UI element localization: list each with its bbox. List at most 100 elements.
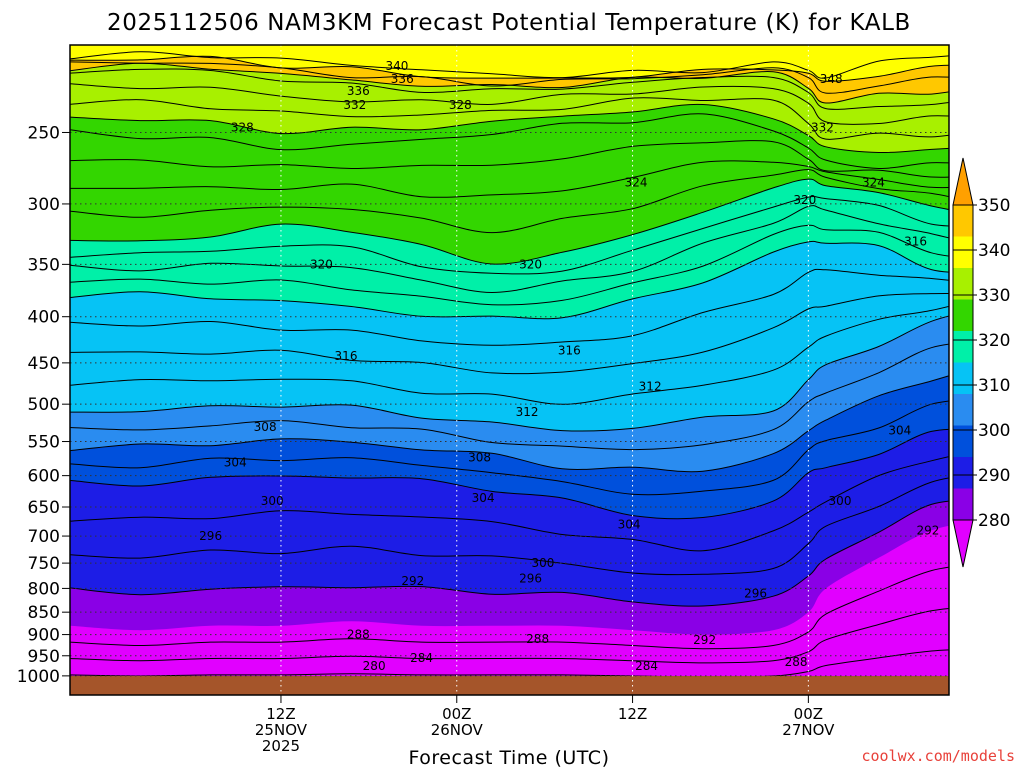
contour-line-8 (70, 113, 949, 170)
y-tick-label-300: 300 (28, 195, 60, 215)
contour-line-6 (70, 97, 949, 140)
contour-label-29: 296 (519, 571, 542, 585)
contour-label-5: 328 (449, 98, 472, 112)
isentrope-contours (70, 51, 949, 678)
contour-line-low-1 (70, 607, 949, 664)
contour-line-16 (70, 240, 949, 320)
contour-label-13: 320 (519, 257, 542, 271)
contour-label-2: 348 (820, 72, 843, 86)
y-axis: 250 300 350 400 450 500 550 600 650 700 750 800 850 9… (17, 123, 70, 687)
contour-label-11: 316 (904, 234, 927, 248)
x-tick-label-36-0: 00Z (794, 705, 823, 723)
band-9 (70, 525, 949, 695)
colorbar-label-350: 350 (978, 196, 1010, 216)
y-tick-label-700: 700 (28, 527, 60, 547)
colorbar-label-330: 330 (978, 286, 1010, 306)
contour-line-10 (70, 160, 949, 198)
contour-line-11 (70, 169, 949, 234)
contour-line-12 (70, 178, 949, 265)
credit-text: coolwx.com/models (861, 747, 1015, 765)
x-tick-label-26-0: 12Z (618, 705, 647, 723)
contour-line-25 (70, 456, 949, 552)
contour-label-10: 324 (862, 175, 885, 189)
contour-label-8: 324 (625, 175, 648, 189)
contour-line-4 (70, 68, 949, 110)
contour-label-25: 304 (618, 518, 641, 532)
y-tick-label-650: 650 (28, 498, 60, 518)
contour-line-27 (70, 500, 949, 607)
contour-label-9: 320 (793, 193, 816, 207)
colorbar-label-310: 310 (978, 376, 1010, 396)
y-tick-label-950: 950 (28, 647, 60, 667)
contour-label-6: 328 (231, 121, 254, 135)
colorbar-segment-4 (953, 331, 973, 363)
contour-line-5 (70, 83, 949, 125)
contour-line-9 (70, 140, 949, 178)
contour-line-13 (70, 196, 949, 275)
y-tick-label-250: 250 (28, 123, 60, 143)
contour-label-19: 304 (888, 424, 911, 438)
contour-label-7: 332 (811, 121, 834, 135)
colorbar-label-340: 340 (978, 241, 1010, 261)
colorbar-label-280: 280 (978, 511, 1010, 531)
contour-line-2 (70, 61, 949, 94)
ground-surface (70, 676, 949, 695)
y-tick-label-500: 500 (28, 395, 60, 415)
contour-label-21: 304 (224, 455, 247, 469)
contour-line-low-2 (70, 649, 949, 678)
colorbar-label-320: 320 (978, 331, 1010, 351)
colorbar-segment-7 (953, 425, 973, 458)
y-tick-label-750: 750 (28, 554, 60, 574)
colorbar-top-arrow (952, 157, 974, 206)
contour-line-17 (70, 268, 949, 346)
colorbar-bottom-arrow (952, 519, 974, 568)
x-axis-label: Forecast Time (UTC) (409, 747, 610, 768)
contour-line-7 (70, 103, 949, 154)
contour-label-28: 300 (531, 556, 554, 570)
colorbar-segment-8 (953, 457, 973, 489)
colorbar-segment-5 (953, 362, 973, 395)
contour-label-20: 308 (468, 451, 491, 465)
contour-line-22 (70, 375, 949, 473)
contour-label-27: 292 (916, 523, 939, 537)
contour-label-38: 284 (635, 659, 658, 673)
colorbar-segment-3 (953, 299, 973, 332)
contour-line-21 (70, 343, 949, 451)
contour-label-0: 340 (386, 59, 409, 73)
x-tick-label-36-1: 27NOV (782, 721, 835, 739)
contour-label-33: 288 (526, 632, 549, 646)
y-tick-label-550: 550 (28, 433, 60, 453)
contour-label-15: 316 (558, 343, 581, 357)
contour-label-26: 296 (199, 529, 222, 543)
contour-label-30: 292 (401, 574, 424, 588)
y-tick-label-900: 900 (28, 626, 60, 646)
contour-line-19 (70, 305, 949, 405)
contour-label-23: 300 (261, 494, 284, 508)
colorbar: 280 290 300 310 320 330 340 350 (952, 157, 1010, 568)
y-tick-label-350: 350 (28, 255, 60, 275)
contour-label-36: 288 (785, 655, 808, 669)
contour-label-34: 292 (693, 633, 716, 647)
contour-label-14: 316 (335, 349, 358, 363)
contour-line-low-0 (70, 566, 949, 650)
contour-line-0 (70, 51, 949, 79)
contour-label-12: 320 (310, 257, 333, 271)
contour-line-24 (70, 428, 949, 520)
x-tick-label-6-0: 12Z (266, 705, 295, 723)
contour-label-1: 336 (391, 72, 414, 86)
x-tick-label-16-1: 26NOV (431, 721, 484, 739)
x-tick-label-16-0: 00Z (442, 705, 471, 723)
contour-label-17: 312 (516, 405, 539, 419)
x-tick-label-6-1: 25NOV (255, 721, 308, 739)
colorbar-label-290: 290 (978, 466, 1010, 486)
y-tick-label-600: 600 (28, 467, 60, 487)
colorbar-label-300: 300 (978, 421, 1010, 441)
contour-line-15 (70, 224, 949, 306)
contour-label-24: 300 (829, 494, 852, 508)
temperature-bands (70, 45, 949, 695)
grid-lines (70, 45, 949, 695)
y-tick-label-1000: 1000 (17, 667, 60, 687)
y-tick-label-850: 850 (28, 603, 60, 623)
y-tick-label-400: 400 (28, 308, 60, 328)
